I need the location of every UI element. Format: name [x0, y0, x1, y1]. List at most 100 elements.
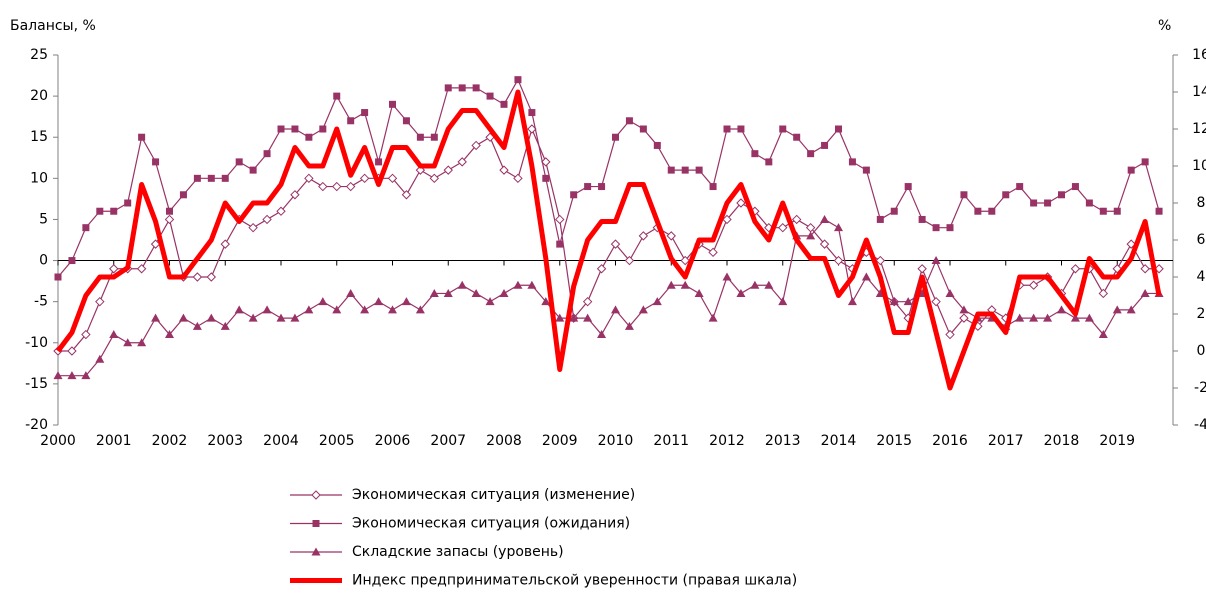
point — [249, 166, 257, 174]
point — [835, 125, 842, 133]
point — [946, 224, 954, 232]
point — [374, 297, 384, 306]
point — [666, 231, 676, 241]
point — [500, 100, 508, 108]
point — [416, 133, 424, 141]
point — [694, 288, 704, 297]
point — [1112, 264, 1122, 274]
point — [904, 183, 912, 191]
point — [1140, 288, 1150, 297]
point — [82, 224, 90, 232]
point — [1029, 313, 1039, 322]
point — [150, 239, 161, 249]
point — [807, 150, 815, 158]
point — [612, 133, 619, 141]
legend-label: Экономическая ситуация (изменение) — [352, 487, 635, 503]
y2-tick-label: 16 — [1192, 47, 1206, 63]
x-tick-label: 2011 — [653, 433, 689, 449]
point — [513, 173, 523, 184]
legend-label: Индекс предпринимательской уверенности (… — [352, 573, 797, 589]
point — [96, 207, 104, 215]
y-tick-label: -5 — [34, 294, 48, 310]
point — [1099, 207, 1107, 215]
point — [861, 272, 871, 281]
point — [220, 321, 230, 330]
x-tick-label: 2012 — [709, 433, 745, 449]
y-tick-label: 20 — [30, 88, 48, 104]
point — [1057, 305, 1066, 314]
point — [764, 280, 774, 289]
point — [360, 305, 370, 314]
point — [305, 133, 313, 141]
point — [597, 330, 607, 339]
point — [345, 181, 356, 192]
point — [1084, 313, 1094, 322]
point — [277, 125, 285, 133]
point — [192, 321, 202, 330]
x-tick-label: 2004 — [263, 433, 299, 449]
x-tick-label: 2002 — [152, 433, 188, 449]
point — [444, 84, 452, 92]
point — [708, 313, 718, 322]
y-axis-label: Балансы, % — [10, 18, 96, 34]
point — [248, 313, 258, 322]
point — [736, 198, 746, 208]
point — [68, 257, 76, 265]
point — [527, 280, 537, 289]
point — [653, 141, 661, 149]
y2-tick-label: -2 — [1194, 380, 1206, 396]
point — [164, 214, 175, 225]
point — [1028, 280, 1039, 290]
point — [625, 117, 633, 125]
y2-tick-label: 0 — [1197, 343, 1206, 359]
point — [1058, 191, 1065, 199]
point — [221, 174, 229, 182]
point — [375, 158, 383, 166]
point — [959, 305, 969, 314]
point — [833, 255, 844, 266]
point — [165, 330, 174, 339]
point — [1113, 207, 1121, 215]
point — [429, 173, 440, 184]
point — [848, 158, 856, 166]
point — [206, 272, 217, 282]
point — [847, 297, 857, 306]
point — [486, 92, 494, 100]
x-tick-label: 2006 — [375, 433, 411, 449]
y2-tick-label: 14 — [1192, 84, 1206, 100]
point — [1016, 183, 1024, 191]
point — [389, 100, 396, 108]
point — [1140, 264, 1150, 274]
point — [555, 313, 565, 322]
x-tick-label: 2010 — [598, 433, 634, 449]
point — [583, 313, 593, 322]
point — [248, 222, 258, 233]
x-tick-label: 2003 — [207, 433, 243, 449]
point — [346, 288, 356, 297]
point — [136, 264, 147, 274]
point — [1044, 199, 1052, 207]
point — [152, 158, 160, 166]
point — [889, 297, 899, 306]
point — [821, 141, 829, 149]
point — [318, 297, 328, 306]
x-tick-label: 2001 — [96, 433, 132, 449]
point — [361, 109, 369, 117]
y2-axis-label: % — [1158, 18, 1171, 34]
y-tick-label: 15 — [30, 129, 48, 145]
point — [750, 280, 760, 289]
point — [584, 183, 592, 191]
point — [542, 174, 550, 182]
point — [332, 181, 342, 192]
point — [722, 214, 732, 225]
point — [862, 166, 870, 174]
y-tick-label: 0 — [39, 253, 48, 269]
point — [791, 214, 802, 225]
point — [138, 133, 146, 141]
point — [471, 288, 481, 297]
point — [1127, 166, 1135, 174]
point — [179, 191, 187, 199]
point — [819, 239, 830, 249]
point — [332, 305, 342, 314]
